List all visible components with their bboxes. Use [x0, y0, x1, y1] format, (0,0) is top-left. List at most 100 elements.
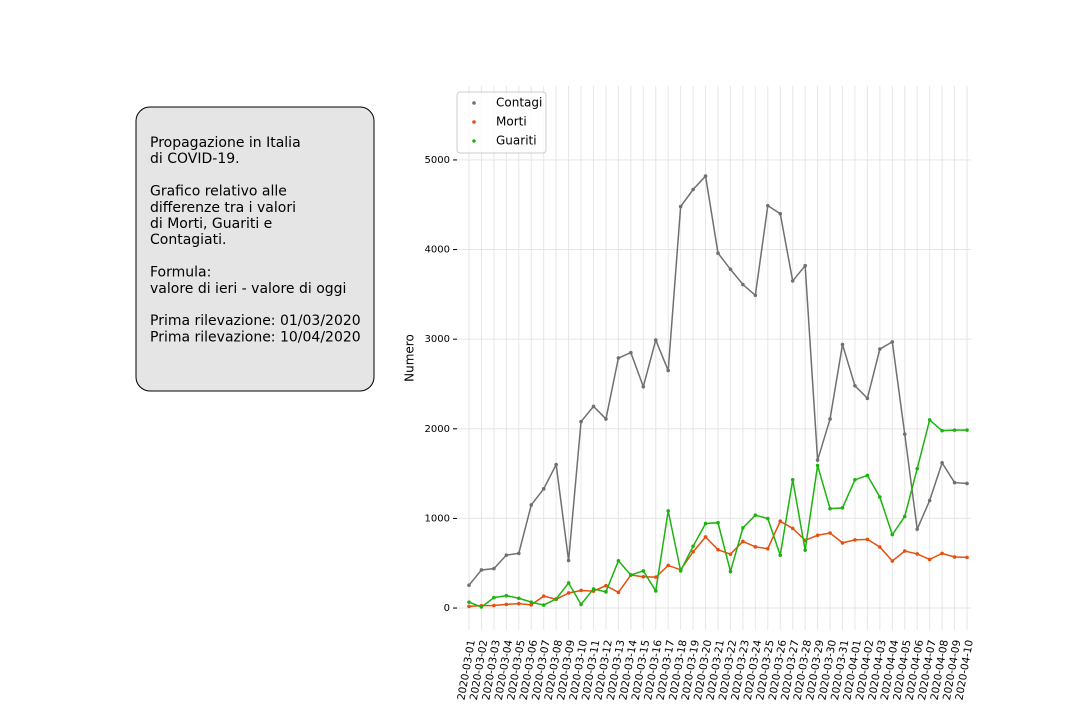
data-point [778, 211, 783, 216]
data-point [604, 590, 608, 594]
data-point [940, 428, 944, 433]
data-point [878, 347, 882, 351]
data-point [766, 546, 770, 551]
y-axis-label: Numero [403, 334, 417, 382]
data-point [678, 204, 683, 209]
data-point [517, 601, 521, 606]
legend-label: Morti [496, 115, 527, 129]
data-point [641, 574, 646, 579]
data-point [940, 461, 944, 465]
data-point [803, 548, 807, 552]
y-tick-label: 2000 [425, 424, 450, 435]
data-point [753, 545, 758, 549]
data-point [616, 559, 621, 563]
info-text: valore di ieri - valore di oggi [150, 281, 346, 297]
data-point [716, 251, 720, 255]
info-text: di Morti, Guariti e [150, 216, 272, 232]
data-point [741, 539, 745, 544]
data-point [865, 537, 870, 542]
data-point [629, 350, 633, 355]
data-point [716, 520, 720, 525]
data-point [927, 418, 932, 422]
data-point [591, 587, 596, 591]
data-point [691, 187, 695, 192]
data-point [641, 384, 646, 389]
data-point [815, 463, 820, 468]
info-text: Propagazione in Italia [150, 135, 301, 151]
data-point [915, 552, 919, 556]
info-text: Formula: [150, 265, 211, 281]
y-tick-label: 0 [444, 603, 450, 614]
data-point [467, 604, 471, 609]
data-point [616, 356, 621, 360]
data-point [467, 583, 471, 587]
data-point [678, 569, 683, 573]
data-point [604, 583, 608, 588]
y-tick-label: 4000 [425, 245, 450, 256]
data-point [940, 551, 944, 556]
legend-box [456, 91, 547, 154]
data-point [653, 575, 658, 579]
info-text: differenze tra i valori [150, 200, 296, 216]
data-point [467, 600, 471, 604]
data-point [840, 541, 845, 545]
data-point [492, 603, 496, 608]
data-point [878, 495, 882, 499]
data-point [828, 417, 832, 421]
data-point [579, 588, 583, 593]
data-point [554, 462, 558, 467]
data-point [890, 559, 895, 563]
data-point [666, 509, 670, 513]
data-point [778, 519, 783, 523]
data-point [492, 595, 496, 600]
data-point [853, 538, 857, 542]
data-point [691, 544, 695, 549]
data-point [890, 532, 895, 537]
data-point [566, 558, 571, 563]
data-point [853, 477, 857, 482]
data-point [915, 527, 919, 531]
data-point [604, 417, 608, 421]
legend-label: Guariti [496, 134, 537, 148]
data-point [479, 568, 484, 572]
data-point [579, 419, 583, 424]
y-tick-label: 5000 [425, 155, 450, 166]
data-point [902, 432, 907, 436]
data-point [790, 279, 795, 283]
data-point [728, 552, 733, 556]
data-point [554, 597, 558, 601]
data-point [741, 526, 745, 530]
data-point [666, 368, 670, 373]
data-point [803, 263, 807, 268]
data-point [766, 516, 770, 521]
data-point [815, 533, 820, 538]
data-point [828, 506, 832, 511]
data-point [616, 590, 621, 595]
data-point [840, 506, 845, 510]
data-point [517, 551, 521, 556]
data-point [902, 514, 907, 519]
data-point [653, 338, 658, 342]
data-point [566, 581, 571, 585]
info-text: Prima rilevazione: 10/04/2020 [150, 329, 361, 345]
data-point [703, 521, 708, 526]
y-tick-label: 3000 [425, 334, 450, 345]
data-point [915, 466, 919, 471]
legend-marker [472, 139, 476, 143]
data-point [952, 480, 957, 485]
data-point [753, 293, 758, 298]
data-point [840, 342, 845, 347]
data-point [541, 594, 546, 598]
legend-marker [472, 101, 476, 105]
data-point [728, 267, 733, 272]
data-point [504, 553, 509, 557]
data-point [641, 569, 646, 573]
y-tick-label: 1000 [425, 513, 450, 524]
data-point [778, 553, 783, 558]
info-box [135, 106, 375, 392]
data-point [965, 481, 969, 486]
data-point [853, 383, 857, 388]
data-point [529, 503, 534, 507]
data-point [952, 428, 957, 432]
